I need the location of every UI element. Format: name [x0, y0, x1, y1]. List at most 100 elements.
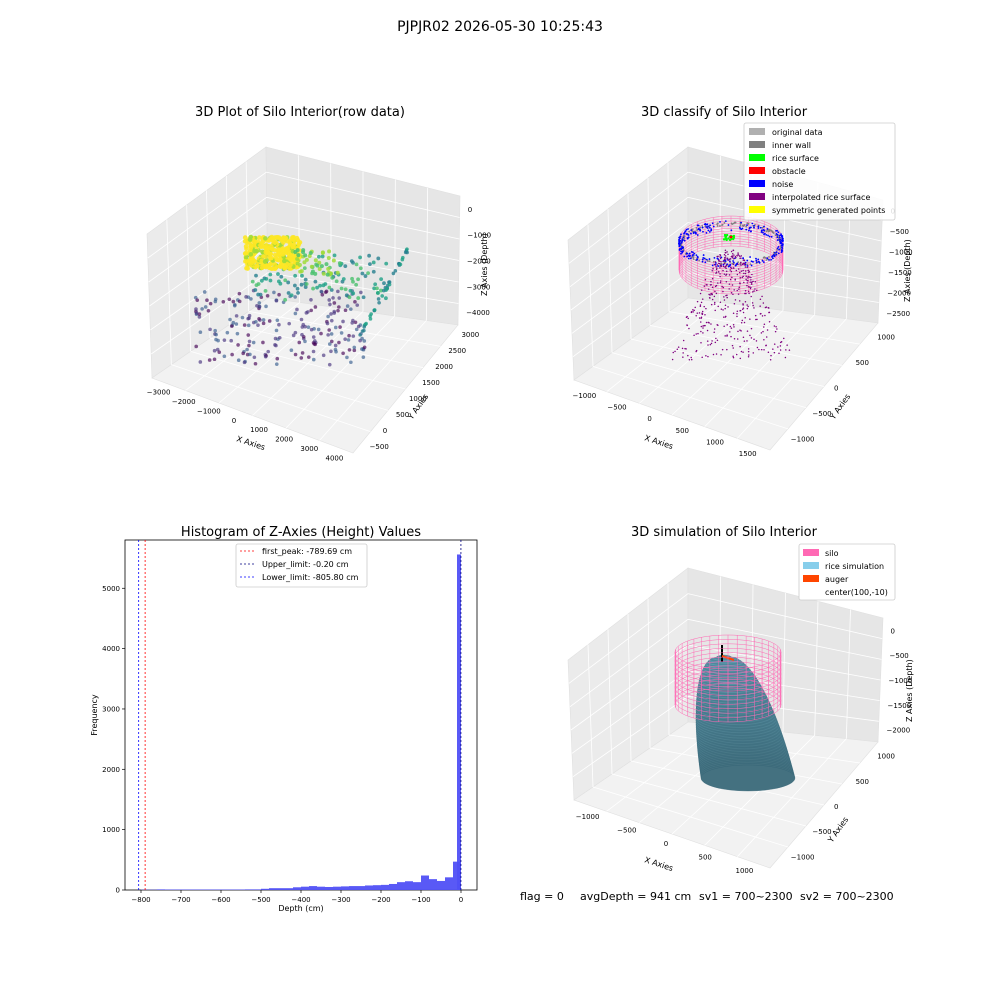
noise-point	[755, 261, 758, 264]
interpolated-point	[740, 350, 743, 353]
noise-point	[680, 233, 682, 236]
raw-point	[244, 295, 248, 299]
interpolated-point	[723, 262, 726, 265]
interpolated-point	[775, 326, 777, 328]
raw-point	[306, 310, 310, 314]
raw-point	[236, 343, 240, 347]
inner-wall-point	[712, 260, 715, 263]
simulation-plot-z-tick-label: −500	[890, 652, 909, 660]
raw-point	[328, 302, 332, 307]
raw-point	[364, 321, 368, 326]
raw-point	[360, 347, 364, 351]
raw-point	[256, 323, 260, 327]
noise-point	[760, 229, 763, 232]
interpolated-point	[730, 266, 732, 269]
histogram-bar	[397, 882, 405, 890]
noise-point	[688, 252, 691, 255]
interpolated-point	[707, 355, 709, 358]
raw-point	[283, 237, 288, 243]
simulation-plot-x-tick-label: 500	[699, 854, 712, 862]
raw-point	[358, 255, 362, 260]
raw-point	[327, 249, 332, 254]
histogram-bar	[309, 886, 317, 890]
status-flag: flag = 0	[520, 890, 564, 903]
raw-point	[368, 262, 372, 267]
noise-point	[732, 261, 735, 264]
raw-point	[261, 318, 266, 322]
noise-point	[711, 264, 714, 267]
raw-point	[333, 343, 338, 348]
interpolated-point	[736, 312, 738, 315]
raw-point	[242, 323, 247, 327]
raw-point	[299, 282, 304, 287]
interpolated-point	[769, 359, 772, 361]
noise-point	[762, 231, 764, 234]
interpolated-point	[720, 265, 722, 268]
raw-point	[265, 250, 271, 256]
raw-point	[362, 325, 367, 329]
noise-point	[779, 240, 782, 243]
raw-point	[298, 269, 303, 274]
interpolated-point	[742, 351, 744, 353]
noise-point	[694, 231, 697, 234]
inner-wall-point	[765, 259, 768, 261]
interpolated-point	[684, 347, 686, 350]
raw-point	[306, 355, 311, 359]
raw-point	[236, 358, 241, 363]
raw-point	[293, 250, 298, 255]
interpolated-point	[744, 272, 747, 275]
raw-point	[237, 299, 242, 304]
inner-wall-point	[699, 226, 702, 229]
interpolated-point	[765, 344, 767, 347]
interpolated-point	[759, 305, 761, 307]
raw-point	[333, 325, 338, 330]
classify-plot-z-tick-label: −2000	[887, 289, 911, 297]
interpolated-point	[698, 317, 701, 319]
noise-point	[705, 226, 708, 228]
noise-point	[778, 239, 781, 241]
raw-point	[384, 261, 389, 266]
raw-plot-y-tick-label: 2500	[448, 347, 466, 355]
classify-plot-z-tick-label: −500	[890, 228, 909, 236]
raw-point	[272, 252, 278, 258]
noise-point	[768, 235, 771, 238]
raw-point	[249, 297, 253, 301]
interpolated-point	[770, 354, 772, 357]
raw-point	[387, 280, 391, 284]
interpolated-point	[719, 273, 721, 275]
noise-point	[766, 257, 769, 260]
noise-point	[763, 225, 765, 228]
interpolated-point	[729, 331, 731, 333]
simulation-legend-swatch	[803, 562, 819, 569]
raw-point	[331, 258, 336, 263]
raw-point	[276, 279, 281, 284]
noise-point	[781, 239, 784, 241]
interpolated-point	[762, 302, 765, 304]
interpolated-point	[719, 281, 722, 284]
interpolated-point	[692, 309, 694, 311]
raw-point	[376, 297, 381, 301]
interpolated-point	[777, 346, 779, 348]
interpolated-point	[741, 263, 744, 266]
noise-point	[738, 226, 741, 229]
raw-point	[234, 322, 239, 326]
interpolated-point	[687, 354, 689, 357]
raw-point	[252, 355, 257, 360]
raw-point	[279, 247, 284, 252]
noise-point	[701, 260, 704, 263]
raw-point	[369, 312, 373, 316]
inner-wall-point	[774, 234, 777, 237]
simulation-plot-z-tick-label: 0	[891, 627, 895, 635]
raw-plot-x-tick-label: −3000	[147, 389, 171, 397]
classify-plot-z-tick-label: −2500	[886, 310, 910, 318]
noise-point	[685, 228, 688, 231]
noise-point	[707, 225, 709, 228]
raw-point	[329, 349, 333, 354]
raw-point	[243, 250, 249, 256]
raw-point	[222, 338, 227, 342]
histogram-bar	[365, 885, 373, 890]
inner-wall-point	[768, 256, 770, 258]
interpolated-point	[700, 330, 702, 333]
interpolated-point	[710, 280, 712, 283]
noise-point	[683, 239, 686, 242]
